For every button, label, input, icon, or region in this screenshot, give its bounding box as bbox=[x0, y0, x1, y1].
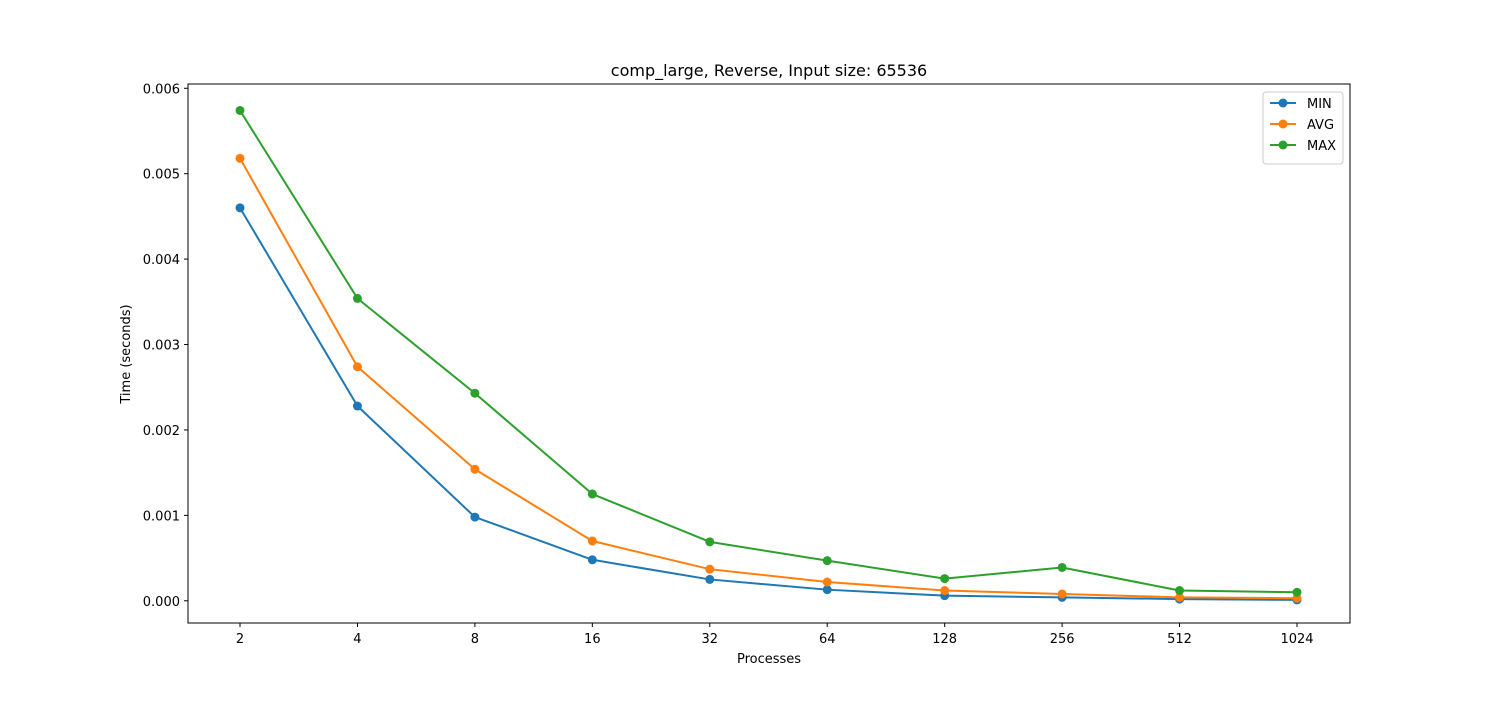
y-tick-label: 0.006 bbox=[143, 82, 180, 97]
data-point-avg bbox=[235, 153, 245, 163]
data-point-avg bbox=[1057, 589, 1067, 599]
x-tick-label: 16 bbox=[584, 632, 601, 647]
legend-marker-min bbox=[1278, 98, 1288, 108]
series-line-min bbox=[239, 207, 1298, 601]
plot-frame bbox=[187, 83, 1351, 624]
x-tick-label: 2 bbox=[236, 632, 244, 647]
data-point-min bbox=[352, 401, 362, 411]
data-point-min bbox=[235, 203, 245, 213]
x-axis-label: Processes bbox=[737, 652, 801, 667]
x-tick-label: 1024 bbox=[1280, 632, 1313, 647]
y-tick-label: 0.004 bbox=[143, 253, 180, 268]
x-tick-label: 64 bbox=[819, 632, 836, 647]
legend-label-avg: AVG bbox=[1307, 118, 1334, 133]
x-tick-label: 512 bbox=[1167, 632, 1192, 647]
data-point-min bbox=[470, 512, 480, 522]
series-line-avg bbox=[239, 157, 1298, 600]
x-tick-label: 4 bbox=[353, 632, 361, 647]
y-tick-label: 0.002 bbox=[143, 424, 180, 439]
chart-title: comp_large, Reverse, Input size: 65536 bbox=[611, 61, 927, 81]
data-point-max bbox=[235, 105, 245, 115]
data-point-max bbox=[352, 293, 362, 303]
x-tick-label: 128 bbox=[932, 632, 957, 647]
data-point-max bbox=[1175, 586, 1185, 596]
x-tick-label: 8 bbox=[471, 632, 479, 647]
data-point-avg bbox=[470, 464, 480, 474]
data-point-max bbox=[705, 537, 715, 547]
legend-marker-avg bbox=[1278, 119, 1288, 129]
y-tick-label: 0.000 bbox=[143, 595, 180, 610]
data-point-max bbox=[822, 556, 832, 566]
y-axis-label: Time (seconds) bbox=[119, 304, 134, 404]
data-point-min bbox=[822, 585, 832, 595]
data-point-avg bbox=[1175, 592, 1185, 602]
y-tick-label: 0.001 bbox=[143, 509, 180, 524]
legend-label-min: MIN bbox=[1307, 97, 1332, 112]
data-point-max bbox=[1057, 562, 1067, 572]
data-point-max bbox=[940, 574, 950, 584]
x-tick-label: 32 bbox=[702, 632, 719, 647]
data-point-min bbox=[705, 574, 715, 584]
data-point-avg bbox=[587, 536, 597, 546]
data-point-avg bbox=[940, 586, 950, 596]
data-point-avg bbox=[352, 362, 362, 372]
x-tick-label: 256 bbox=[1050, 632, 1075, 647]
y-tick-label: 0.003 bbox=[143, 339, 180, 354]
data-point-min bbox=[587, 555, 597, 565]
plot-area: 2 4 8 16 32 64 128 256 512 1024 0.000 0.001 0.002 0.0… bbox=[143, 82, 1314, 647]
data-point-avg bbox=[822, 577, 832, 587]
data-point-max bbox=[587, 489, 597, 499]
data-point-max bbox=[470, 388, 480, 398]
data-point-max bbox=[1292, 587, 1302, 597]
legend-marker-max bbox=[1278, 140, 1288, 150]
y-tick-label: 0.005 bbox=[143, 168, 180, 183]
series-line-max bbox=[239, 109, 1298, 594]
legend-label-max: MAX bbox=[1307, 139, 1336, 154]
data-point-avg bbox=[705, 564, 715, 574]
legend: MIN AVG MAX bbox=[1262, 91, 1344, 165]
